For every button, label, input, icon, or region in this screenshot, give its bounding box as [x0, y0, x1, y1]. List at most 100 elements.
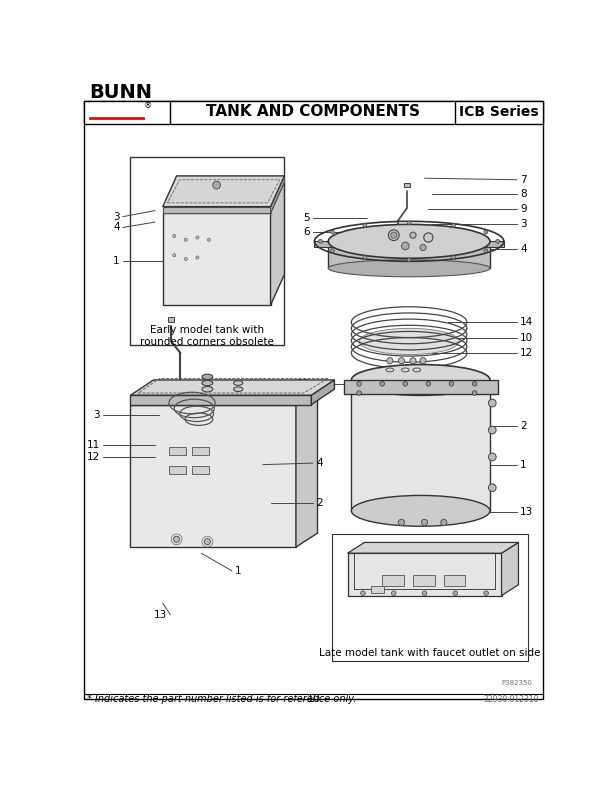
Circle shape: [410, 232, 416, 238]
Circle shape: [184, 257, 187, 261]
Circle shape: [484, 230, 488, 234]
Ellipse shape: [328, 260, 490, 276]
Circle shape: [196, 236, 199, 239]
Circle shape: [422, 520, 428, 525]
Circle shape: [452, 223, 455, 227]
Text: Early model tank with
rounded corners obsolete: Early model tank with rounded corners ob…: [140, 326, 274, 347]
Text: 1: 1: [520, 459, 527, 470]
Text: 9: 9: [520, 204, 527, 214]
Text: 8: 8: [520, 188, 527, 199]
Text: 3: 3: [520, 219, 527, 230]
Polygon shape: [348, 553, 501, 596]
Circle shape: [426, 382, 431, 386]
Text: 5: 5: [303, 213, 310, 223]
Text: 13: 13: [154, 610, 167, 620]
Ellipse shape: [328, 224, 490, 258]
Text: 12: 12: [520, 348, 533, 358]
Circle shape: [488, 484, 496, 492]
Text: 1: 1: [113, 256, 119, 265]
Ellipse shape: [202, 386, 213, 392]
Polygon shape: [348, 543, 518, 553]
Text: 14: 14: [520, 317, 533, 327]
Ellipse shape: [202, 374, 213, 379]
Text: 11: 11: [297, 379, 310, 389]
Text: ICB Series: ICB Series: [460, 105, 539, 119]
Text: 3: 3: [113, 211, 119, 222]
Circle shape: [410, 358, 416, 364]
Circle shape: [453, 591, 458, 596]
Text: 2: 2: [520, 421, 527, 431]
Text: ®: ®: [144, 101, 152, 110]
Circle shape: [484, 591, 488, 596]
Circle shape: [488, 399, 496, 407]
Text: 12: 12: [86, 452, 100, 462]
Circle shape: [196, 256, 199, 259]
Polygon shape: [130, 380, 334, 395]
Bar: [192, 447, 209, 455]
Circle shape: [496, 239, 499, 243]
Circle shape: [407, 221, 411, 225]
Circle shape: [441, 520, 447, 525]
Polygon shape: [163, 213, 271, 305]
Ellipse shape: [234, 381, 243, 386]
Polygon shape: [130, 405, 296, 547]
Bar: [371, 585, 384, 593]
Circle shape: [174, 536, 180, 543]
Circle shape: [488, 453, 496, 461]
Text: TANK AND COMPONENTS: TANK AND COMPONENTS: [206, 105, 420, 120]
Circle shape: [472, 382, 477, 386]
Ellipse shape: [351, 364, 490, 395]
Polygon shape: [328, 242, 490, 268]
Bar: [192, 466, 209, 474]
Circle shape: [452, 255, 455, 259]
Text: P382350: P382350: [501, 680, 532, 686]
Circle shape: [173, 253, 176, 257]
Bar: [84, 101, 543, 124]
Bar: [382, 575, 404, 585]
Text: 7: 7: [520, 175, 527, 185]
Polygon shape: [130, 395, 312, 405]
Polygon shape: [501, 543, 518, 596]
Circle shape: [390, 232, 397, 238]
Bar: [169, 447, 186, 455]
Circle shape: [360, 591, 365, 596]
Circle shape: [424, 233, 433, 242]
Polygon shape: [312, 380, 334, 405]
Circle shape: [420, 245, 426, 250]
Polygon shape: [130, 390, 318, 405]
Circle shape: [403, 382, 408, 386]
Polygon shape: [344, 380, 498, 394]
Bar: [169, 466, 186, 474]
Circle shape: [407, 258, 411, 261]
Circle shape: [184, 238, 187, 242]
Circle shape: [420, 358, 426, 364]
Circle shape: [380, 382, 384, 386]
Circle shape: [484, 249, 488, 253]
Bar: [413, 575, 435, 585]
Circle shape: [392, 591, 396, 596]
Polygon shape: [271, 176, 285, 213]
Ellipse shape: [351, 496, 490, 526]
Circle shape: [422, 591, 427, 596]
Circle shape: [319, 239, 323, 243]
Text: 10: 10: [307, 695, 321, 705]
Text: 13: 13: [520, 508, 533, 517]
Polygon shape: [271, 182, 285, 305]
Polygon shape: [163, 207, 271, 213]
Text: 2: 2: [316, 498, 323, 508]
Text: * Indicates the part number listed is for reference only.: * Indicates the part number listed is fo…: [88, 695, 357, 705]
Text: 32930.012310: 32930.012310: [483, 695, 539, 704]
Text: 11: 11: [86, 440, 100, 451]
Circle shape: [401, 242, 409, 249]
Circle shape: [213, 181, 220, 189]
Circle shape: [387, 358, 393, 364]
Bar: [332, 534, 529, 661]
Bar: [404, 183, 410, 188]
Text: Late model tank with faucet outlet on side: Late model tank with faucet outlet on si…: [319, 649, 540, 658]
Circle shape: [363, 255, 367, 259]
Polygon shape: [296, 390, 318, 547]
Circle shape: [357, 382, 362, 386]
Text: 4: 4: [520, 244, 527, 254]
Ellipse shape: [202, 380, 213, 386]
Circle shape: [173, 234, 176, 238]
